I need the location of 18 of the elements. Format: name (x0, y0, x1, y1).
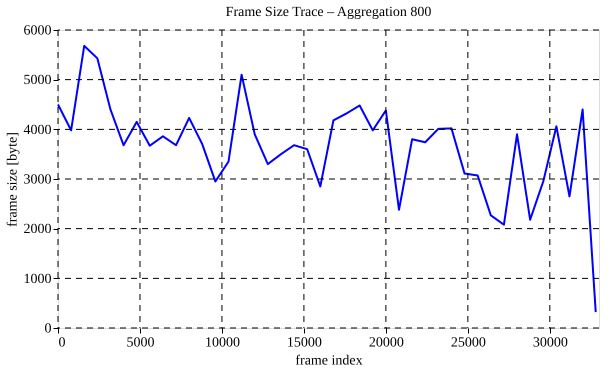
x-tick-label: 5000 (126, 336, 154, 350)
y-tick-label: 6000 (24, 24, 52, 38)
line-series (57, 44, 597, 314)
y-tick-label: 2000 (24, 222, 52, 238)
y-tick-label: 4000 (24, 122, 52, 138)
x-tick-label: 20000 (368, 336, 404, 350)
y-tick-label: 0 (44, 322, 52, 336)
y-axis-title: frame size [byte] (6, 132, 20, 227)
x-tick-label: 0 (58, 336, 66, 350)
x-tick-label: 15000 (286, 336, 322, 350)
y-tick-label: 1000 (24, 272, 52, 287)
x-axis-title: frame index (295, 354, 363, 368)
y-tick-label: 3000 (24, 172, 52, 188)
x-tick-label: 30000 (532, 336, 568, 350)
x-tick-label: 10000 (204, 336, 240, 350)
x-tick-label: 25000 (450, 336, 486, 350)
y-tick-label: 5000 (24, 73, 52, 88)
chart-title: Frame Size Trace – Aggregation 800 (226, 5, 432, 20)
